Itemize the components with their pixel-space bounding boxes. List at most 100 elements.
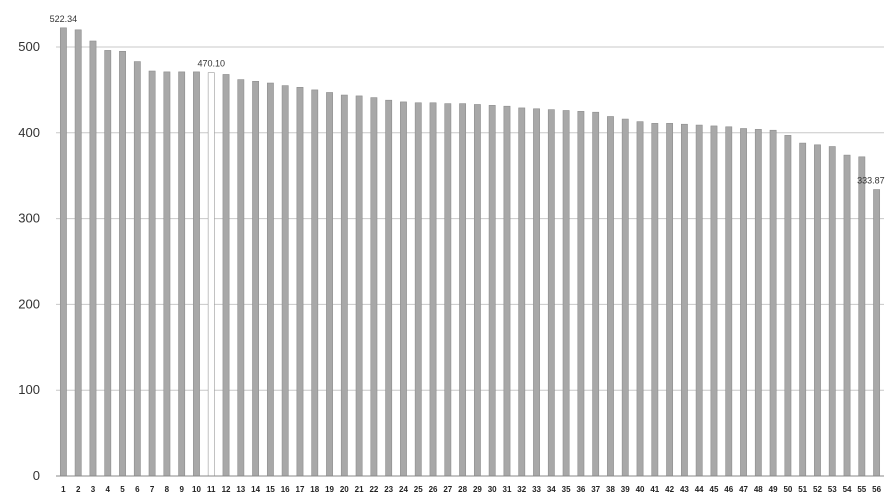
x-tick-label: 2 — [76, 485, 81, 494]
x-tick-label: 29 — [473, 485, 482, 494]
x-tick-label: 19 — [325, 485, 334, 494]
bar — [695, 124, 703, 477]
x-tick-label: 33 — [532, 485, 541, 494]
bar — [666, 123, 674, 477]
data-label: 522.34 — [50, 14, 78, 24]
bar — [326, 92, 333, 477]
bars — [59, 27, 881, 477]
x-tick-label: 12 — [222, 485, 231, 494]
bar — [799, 142, 807, 477]
x-tick-label: 44 — [695, 485, 704, 494]
x-tick-label: 11 — [207, 485, 216, 494]
x-tick-label: 4 — [106, 485, 111, 494]
x-tick-label: 17 — [296, 485, 305, 494]
x-tick-label: 35 — [562, 485, 571, 494]
bar — [222, 74, 230, 477]
x-tick-label: 49 — [769, 485, 778, 494]
bar — [385, 99, 393, 477]
x-tick-label: 10 — [192, 485, 201, 494]
y-tick-label: 200 — [18, 296, 40, 311]
x-tick-label: 53 — [828, 485, 837, 494]
bar — [252, 81, 260, 477]
bar — [163, 71, 171, 477]
bar — [296, 87, 304, 477]
x-tick-label: 36 — [576, 485, 585, 494]
x-tick-label: 40 — [636, 485, 645, 494]
bar — [769, 129, 777, 477]
bar — [429, 102, 437, 477]
x-tick-label: 28 — [458, 485, 467, 494]
x-tick-label: 50 — [783, 485, 792, 494]
bar — [607, 116, 614, 477]
x-tick-label: 22 — [369, 485, 378, 494]
bar — [621, 118, 629, 477]
bar — [740, 128, 747, 477]
bar — [133, 61, 141, 477]
x-tick-label: 54 — [843, 485, 852, 494]
bar — [814, 144, 821, 477]
bar — [547, 109, 555, 477]
bar — [193, 71, 200, 477]
x-tick-label: 39 — [621, 485, 630, 494]
x-tick-label: 31 — [503, 485, 512, 494]
bar — [651, 123, 659, 477]
bar — [828, 146, 836, 477]
x-tick-label: 3 — [91, 485, 96, 494]
bar — [266, 82, 274, 477]
y-tick-label: 300 — [18, 211, 40, 226]
x-tick-label: 5 — [120, 485, 125, 494]
x-tick-label: 56 — [872, 485, 881, 494]
bar — [577, 111, 585, 477]
x-tick-label: 23 — [384, 485, 393, 494]
y-tick-label: 100 — [18, 382, 40, 397]
data-label: 333.87 — [857, 176, 885, 186]
bar — [858, 156, 866, 477]
x-tick-label: 13 — [236, 485, 245, 494]
bar — [843, 154, 851, 477]
x-tick-label: 55 — [857, 485, 866, 494]
x-tick-label: 30 — [488, 485, 497, 494]
x-tick-label: 20 — [340, 485, 349, 494]
x-tick-label: 25 — [414, 485, 423, 494]
x-tick-label: 41 — [650, 485, 659, 494]
y-tick-label: 500 — [18, 39, 40, 54]
bar — [400, 101, 407, 477]
bar — [340, 94, 348, 477]
bar — [562, 110, 570, 477]
x-tick-label: 1 — [61, 485, 66, 494]
x-tick-label: 7 — [150, 485, 155, 494]
x-tick-label: 45 — [710, 485, 719, 494]
x-tick-label: 43 — [680, 485, 689, 494]
x-tick-label: 18 — [310, 485, 319, 494]
bar — [473, 104, 481, 477]
bar — [873, 189, 881, 477]
bar-highlighted — [207, 72, 215, 477]
x-tick-label: 32 — [517, 485, 526, 494]
bar — [311, 89, 319, 477]
x-tick-label: 37 — [591, 485, 600, 494]
bar — [370, 97, 378, 477]
x-tick-label: 24 — [399, 485, 408, 494]
x-tick-label: 38 — [606, 485, 615, 494]
x-tick-label: 46 — [724, 485, 733, 494]
x-tick-label: 15 — [266, 485, 275, 494]
bar — [237, 79, 245, 477]
bar — [74, 29, 82, 477]
bar — [725, 126, 733, 477]
x-tick-label: 16 — [281, 485, 290, 494]
y-tick-label: 400 — [18, 125, 40, 140]
y-axis-tick-labels: 0 100 200 300 400 500 — [18, 39, 40, 483]
bar — [710, 125, 718, 477]
bar — [636, 121, 644, 477]
bar — [119, 50, 126, 477]
data-label: 470.10 — [197, 59, 225, 69]
bar — [784, 135, 792, 477]
bar — [59, 27, 67, 477]
bar — [518, 107, 526, 477]
bar — [680, 123, 688, 477]
x-tick-label: 48 — [754, 485, 763, 494]
x-tick-label: 51 — [798, 485, 807, 494]
bar — [503, 105, 511, 477]
x-tick-label: 47 — [739, 485, 748, 494]
